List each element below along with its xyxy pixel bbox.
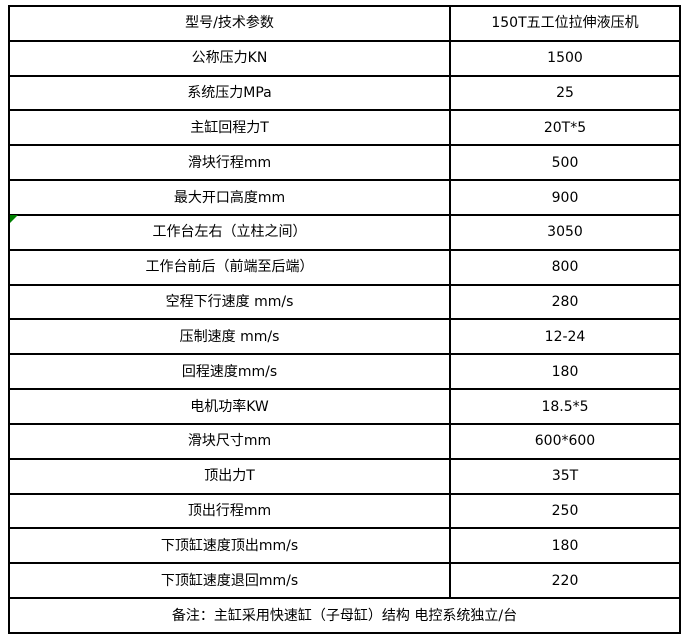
header-value-cell: 150T五工位拉伸液压机 (449, 5, 681, 42)
spec-row: 公称压力KN 1500 (8, 39, 681, 77)
spec-row: 下顶缸速度顶出mm/s 180 (8, 527, 681, 565)
param-cell: 工作台左右（立柱之间） (8, 213, 451, 251)
param-cell: 下顶缸速度顶出mm/s (8, 527, 451, 565)
value-cell: 180 (449, 353, 681, 391)
param-cell: 滑块尺寸mm (8, 422, 451, 460)
value-cell: 180 (449, 527, 681, 565)
value-cell: 280 (449, 283, 681, 321)
param-cell: 空程下行速度 mm/s (8, 283, 451, 321)
value-cell: 3050 (449, 213, 681, 251)
spec-row: 工作台前后（前端至后端） 800 (8, 248, 681, 286)
param-cell: 工作台前后（前端至后端） (8, 248, 451, 286)
spec-row: 压制速度 mm/s 12-24 (8, 318, 681, 356)
spec-row: 系统压力MPa 25 (8, 74, 681, 112)
value-cell: 18.5*5 (449, 388, 681, 425)
spec-header-row: 型号/技术参数 150T五工位拉伸液压机 (8, 5, 681, 42)
spec-row: 回程速度mm/s 180 (8, 353, 681, 391)
spec-row: 顶出力T 35T (8, 457, 681, 495)
value-cell: 35T (449, 457, 681, 495)
param-cell: 压制速度 mm/s (8, 318, 451, 356)
param-cell: 下顶缸速度退回mm/s (8, 562, 451, 600)
param-cell: 系统压力MPa (8, 74, 451, 112)
value-cell: 25 (449, 74, 681, 112)
header-param-cell: 型号/技术参数 (8, 5, 451, 42)
param-cell: 顶出力T (8, 457, 451, 495)
spec-row: 滑块尺寸mm 600*600 (8, 422, 681, 460)
spec-row: 电机功率KW 18.5*5 (8, 388, 681, 425)
note-cell: 备注：主缸采用快速缸（子母缸）结构 电控系统独立/台 (8, 597, 681, 634)
value-cell: 20T*5 (449, 109, 681, 147)
param-cell: 最大开口高度mm (8, 179, 451, 216)
value-cell: 1500 (449, 39, 681, 77)
spec-table: 型号/技术参数 150T五工位拉伸液压机 公称压力KN 1500 系统压力MPa… (8, 5, 681, 634)
spec-row: 主缸回程力T 20T*5 (8, 109, 681, 147)
param-cell: 主缸回程力T (8, 109, 451, 147)
spec-note-row: 备注：主缸采用快速缸（子母缸）结构 电控系统独立/台 (8, 597, 681, 634)
value-cell: 500 (449, 144, 681, 182)
param-cell: 滑块行程mm (8, 144, 451, 182)
spec-row: 顶出行程mm 250 (8, 492, 681, 530)
spec-row: 滑块行程mm 500 (8, 144, 681, 182)
value-cell: 220 (449, 562, 681, 600)
param-cell: 公称压力KN (8, 39, 451, 77)
value-cell: 800 (449, 248, 681, 286)
spec-row: 工作台左右（立柱之间） 3050 (8, 213, 681, 251)
value-cell: 600*600 (449, 422, 681, 460)
value-cell: 250 (449, 492, 681, 530)
spec-table-body: 型号/技术参数 150T五工位拉伸液压机 公称压力KN 1500 系统压力MPa… (8, 5, 681, 634)
value-cell: 900 (449, 179, 681, 216)
green-corner-marker (10, 215, 18, 223)
spec-row: 空程下行速度 mm/s 280 (8, 283, 681, 321)
param-cell: 顶出行程mm (8, 492, 451, 530)
param-cell: 回程速度mm/s (8, 353, 451, 391)
param-cell: 电机功率KW (8, 388, 451, 425)
value-cell: 12-24 (449, 318, 681, 356)
spec-row: 最大开口高度mm 900 (8, 179, 681, 216)
spec-row: 下顶缸速度退回mm/s 220 (8, 562, 681, 600)
